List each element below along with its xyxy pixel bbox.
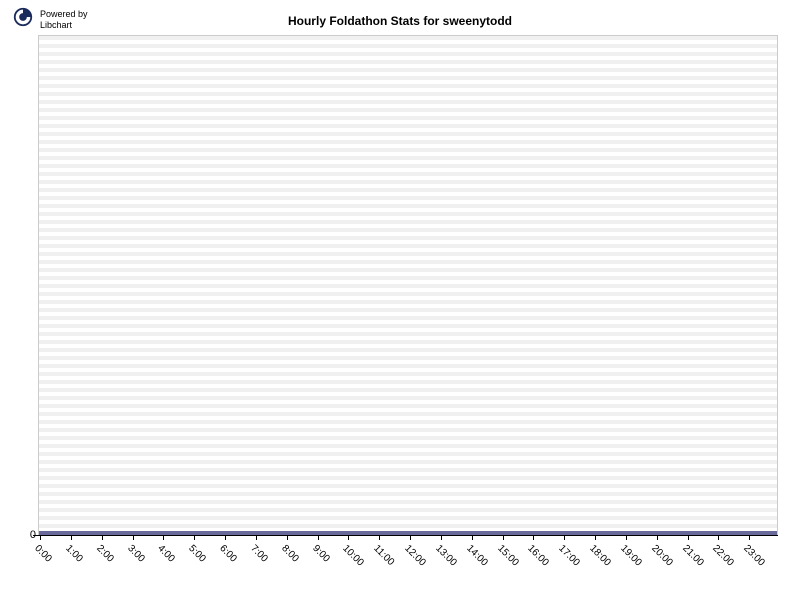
- x-tick-mark: [472, 535, 473, 540]
- x-tick-mark: [102, 535, 103, 540]
- plot-area: [38, 35, 778, 535]
- x-tick-label: 3:00: [125, 543, 147, 565]
- x-tick-mark: [503, 535, 504, 540]
- x-tick-label: 15:00: [495, 543, 520, 568]
- x-tick-mark: [749, 535, 750, 540]
- x-tick-label: 21:00: [680, 543, 705, 568]
- x-tick-label: 5:00: [186, 543, 208, 565]
- chart-title: Hourly Foldathon Stats for sweenytodd: [0, 14, 800, 28]
- x-tick-label: 10:00: [341, 543, 366, 568]
- x-tick-label: 12:00: [402, 543, 427, 568]
- x-tick-label: 4:00: [156, 543, 178, 565]
- x-tick-mark: [256, 535, 257, 540]
- x-tick-mark: [194, 535, 195, 540]
- x-tick-mark: [287, 535, 288, 540]
- x-tick-label: 14:00: [464, 543, 489, 568]
- x-tick-mark: [441, 535, 442, 540]
- x-tick-label: 23:00: [741, 543, 766, 568]
- x-tick-label: 19:00: [618, 543, 643, 568]
- x-tick-label: 1:00: [63, 543, 85, 565]
- x-tick-label: 0:00: [32, 543, 54, 565]
- x-tick-label: 6:00: [217, 543, 239, 565]
- x-tick-mark: [595, 535, 596, 540]
- x-tick-mark: [410, 535, 411, 540]
- x-tick-mark: [133, 535, 134, 540]
- x-tick-mark: [318, 535, 319, 540]
- x-tick-label: 7:00: [248, 543, 270, 565]
- x-tick-label: 11:00: [371, 543, 396, 568]
- x-tick-label: 13:00: [433, 543, 458, 568]
- x-tick-mark: [348, 535, 349, 540]
- x-tick-mark: [225, 535, 226, 540]
- x-tick-mark: [40, 535, 41, 540]
- x-tick-mark: [564, 535, 565, 540]
- x-tick-mark: [688, 535, 689, 540]
- x-axis-line: [38, 535, 778, 536]
- x-tick-label: 20:00: [649, 543, 674, 568]
- x-tick-mark: [163, 535, 164, 540]
- x-tick-mark: [71, 535, 72, 540]
- x-tick-mark: [718, 535, 719, 540]
- x-tick-label: 18:00: [587, 543, 612, 568]
- x-axis-labels: 0:001:002:003:004:005:006:007:008:009:00…: [38, 540, 778, 595]
- x-tick-label: 8:00: [279, 543, 301, 565]
- x-tick-label: 22:00: [711, 543, 736, 568]
- x-tick-mark: [657, 535, 658, 540]
- x-tick-mark: [626, 535, 627, 540]
- x-tick-mark: [533, 535, 534, 540]
- x-tick-label: 2:00: [94, 543, 116, 565]
- x-tick-label: 17:00: [556, 543, 581, 568]
- x-tick-label: 16:00: [526, 543, 551, 568]
- x-tick-label: 9:00: [310, 543, 332, 565]
- x-tick-mark: [379, 535, 380, 540]
- chart-root: Powered by Libchart Hourly Foldathon Sta…: [0, 0, 800, 600]
